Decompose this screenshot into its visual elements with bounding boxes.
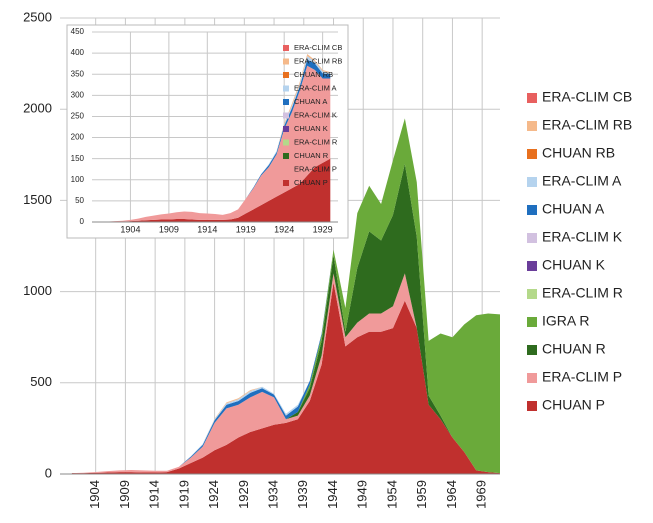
legend-label: ERA-CLIM RB <box>294 56 342 65</box>
legend-swatch <box>283 112 289 119</box>
legend-swatch <box>527 401 537 411</box>
legend-swatch <box>527 205 537 215</box>
x-tick-label: 1924 <box>206 480 221 509</box>
y-tick-label: 2000 <box>23 101 52 116</box>
y-tick-label: 300 <box>71 90 85 99</box>
area <box>71 163 500 474</box>
y-tick-label: 0 <box>80 217 85 226</box>
legend-swatch <box>527 93 537 103</box>
legend-label: CHUAN P <box>542 397 605 413</box>
x-tick-label: 1924 <box>274 224 294 234</box>
x-tick-label: 1904 <box>87 480 102 509</box>
legend-swatch <box>527 149 537 159</box>
legend-label: ERA-CLIM CB <box>542 89 632 105</box>
area <box>71 282 500 474</box>
y-tick-label: 2500 <box>23 9 52 24</box>
legend-label: ERA-CLIM K <box>294 110 337 119</box>
legend-label: ERA-CLIM R <box>294 137 338 146</box>
x-tick-label: 1909 <box>159 224 179 234</box>
legend-swatch <box>283 85 289 92</box>
legend-swatch <box>527 289 537 299</box>
legend-swatch <box>283 58 289 65</box>
legend-swatch <box>527 233 537 243</box>
y-tick-label: 50 <box>75 196 84 205</box>
x-tick-label: 1929 <box>313 224 333 234</box>
legend-swatch <box>283 166 289 173</box>
legend-swatch <box>283 180 289 186</box>
y-tick-label: 1000 <box>23 283 52 298</box>
x-tick-label: 1919 <box>176 480 191 509</box>
y-tick-label: 1500 <box>23 192 52 207</box>
legend-label: ERA-CLIM K <box>542 229 623 245</box>
area <box>71 273 500 474</box>
legend-label: CHUAN RB <box>542 145 615 161</box>
x-tick-label: 1934 <box>265 480 280 509</box>
x-tick-label: 1949 <box>355 480 370 509</box>
area <box>99 158 331 222</box>
legend-swatch <box>283 126 289 132</box>
y-tick-label: 450 <box>71 27 85 36</box>
x-tick-label: 1954 <box>384 480 399 509</box>
y-tick-label: 500 <box>30 374 52 389</box>
x-tick-label: 1919 <box>236 224 256 234</box>
y-tick-label: 250 <box>71 112 85 121</box>
legend-swatch <box>283 72 289 78</box>
legend-label: ERA-CLIM RB <box>542 117 632 133</box>
x-tick-label: 1909 <box>117 480 132 509</box>
x-tick-label: 1914 <box>197 224 217 234</box>
x-tick-label: 1929 <box>236 480 251 509</box>
legend-swatch <box>283 153 289 159</box>
legend-swatch <box>527 261 537 271</box>
legend-swatch <box>527 345 537 355</box>
legend-label: ERA-CLIM P <box>294 164 337 173</box>
y-tick-label: 400 <box>71 48 85 57</box>
legend-swatch <box>527 177 537 187</box>
x-tick-label: 1944 <box>325 480 340 509</box>
legend-label: CHUAN R <box>542 341 606 357</box>
legend-label: ERA-CLIM R <box>542 285 623 301</box>
legend-label: ERA-CLIM A <box>542 173 622 189</box>
legend-label: ERA-CLIM A <box>294 83 337 92</box>
area <box>99 65 331 222</box>
x-tick-label: 1964 <box>444 480 459 509</box>
legend-swatch <box>527 121 537 131</box>
legend-label: CHUAN RB <box>294 70 333 79</box>
legend-label: CHUAN K <box>294 124 328 133</box>
y-tick-label: 150 <box>71 154 85 163</box>
legend-swatch <box>283 45 289 51</box>
y-tick-label: 350 <box>71 69 85 78</box>
y-tick-label: 200 <box>71 133 85 142</box>
y-tick-label: 0 <box>45 465 52 480</box>
legend-label: CHUAN A <box>294 97 327 106</box>
area <box>71 118 500 474</box>
x-tick-label: 1914 <box>147 480 162 509</box>
legend-swatch <box>527 373 537 383</box>
x-tick-label: 1904 <box>120 224 140 234</box>
legend-swatch <box>527 317 537 327</box>
x-tick-label: 1939 <box>295 480 310 509</box>
legend-label: CHUAN P <box>294 178 328 187</box>
x-tick-label: 1959 <box>414 480 429 509</box>
legend-label: CHUAN K <box>542 257 606 273</box>
legend-label: CHUAN R <box>294 151 329 160</box>
legend-swatch <box>283 99 289 105</box>
legend-label: CHUAN A <box>542 201 605 217</box>
legend-label: IGRA R <box>542 313 589 329</box>
legend-swatch <box>283 139 289 146</box>
legend-label: ERA-CLIM P <box>542 369 622 385</box>
legend-label: ERA-CLIM CB <box>294 43 342 52</box>
x-tick-label: 1969 <box>474 480 489 509</box>
y-tick-label: 100 <box>71 175 85 184</box>
